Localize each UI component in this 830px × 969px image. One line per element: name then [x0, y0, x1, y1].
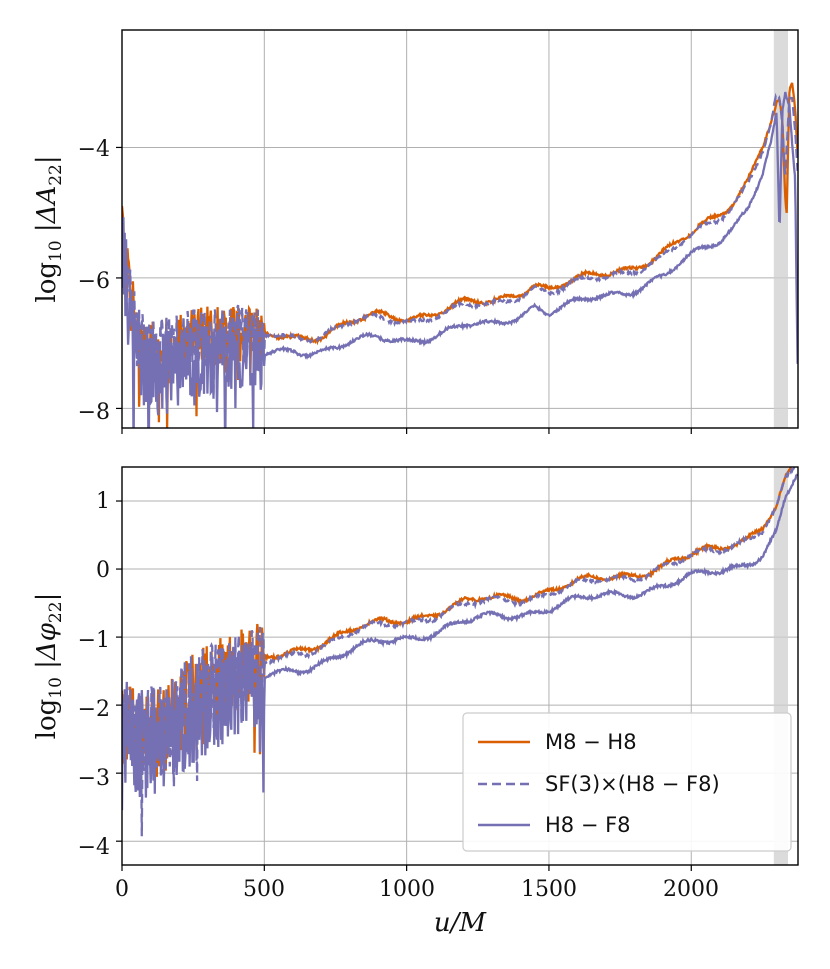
bottom-ylabel: log10 |Δφ22|: [32, 593, 66, 740]
bottom-xtick-label: 500: [243, 877, 285, 902]
bottom-ylabel-log: log: [32, 699, 62, 740]
top-ylabel-sub: 10: [46, 240, 66, 262]
bottom-ytick-label: −4: [78, 835, 110, 860]
bottom-ylabel-quantity: |Δφ: [32, 622, 62, 677]
bottom-series-line-3: [122, 473, 798, 811]
bottom-xtick-label: 1500: [521, 877, 577, 902]
top-merger-shade: [773, 30, 789, 428]
legend-label-sf3-h8-f8: SF(3)×(H8 − F8): [545, 772, 720, 796]
top-ylabel: log10 |ΔA22|: [32, 155, 66, 302]
top-ytick-labels: −8 −6 −4: [78, 137, 110, 425]
top-tick-marks: [116, 146, 692, 434]
top-shaded-region: [773, 30, 789, 428]
top-plot-frame: [121, 29, 799, 429]
bottom-xtick-label: 2000: [663, 877, 719, 902]
top-ytick-label: −6: [78, 269, 110, 294]
top-panel: −8 −6 −4 log10 |ΔA22|: [32, 29, 799, 434]
bottom-ylabel-end: |: [32, 593, 62, 602]
bottom-ytick-label: −2: [78, 697, 110, 722]
bottom-ylabel-sub: 10: [46, 677, 66, 699]
legend-label-h8-f8: H8 − F8: [545, 813, 631, 837]
bottom-ytick-labels: −4 −3 −2 −1 0 1: [78, 489, 110, 860]
top-ylabel-quantity: |ΔA: [32, 186, 62, 241]
top-series-line-3: [122, 91, 798, 428]
top-ylabel-quantity-sub: 22: [46, 164, 66, 186]
bottom-ytick-label: −3: [78, 766, 110, 791]
bottom-ytick-label: −1: [78, 628, 110, 653]
top-ytick-label: −4: [78, 137, 110, 162]
bottom-panel: −4 −3 −2 −1 0 1 0 500 1000 1500 2000 u/M…: [32, 466, 799, 938]
top-ylabel-log: log: [32, 262, 62, 303]
top-series-group: [122, 82, 798, 428]
bottom-tick-marks: [116, 500, 692, 871]
bottom-xtick-label: 1000: [379, 877, 435, 902]
legend-label-m8-h8: M8 − H8: [545, 730, 637, 754]
bottom-gridlines: [121, 467, 798, 865]
bottom-ylabel-quantity-sub: 22: [46, 601, 66, 623]
top-ylabel-end: |: [32, 155, 62, 164]
bottom-ytick-label: 1: [96, 489, 110, 514]
top-series-line-2: [122, 92, 798, 397]
bottom-plot-frame: [121, 466, 799, 866]
top-ytick-label: −8: [78, 400, 110, 425]
bottom-xtick-label: 0: [115, 877, 129, 902]
top-gridlines: [121, 30, 798, 428]
legend-box: [462, 712, 792, 852]
legend: M8 − H8 SF(3)×(H8 − F8) H8 − F8: [462, 712, 792, 852]
bottom-ytick-label: 0: [96, 558, 110, 583]
bottom-series-group: [122, 467, 798, 837]
bottom-xlabel: u/M: [434, 908, 488, 938]
bottom-xtick-labels: 0 500 1000 1500 2000: [115, 877, 719, 902]
